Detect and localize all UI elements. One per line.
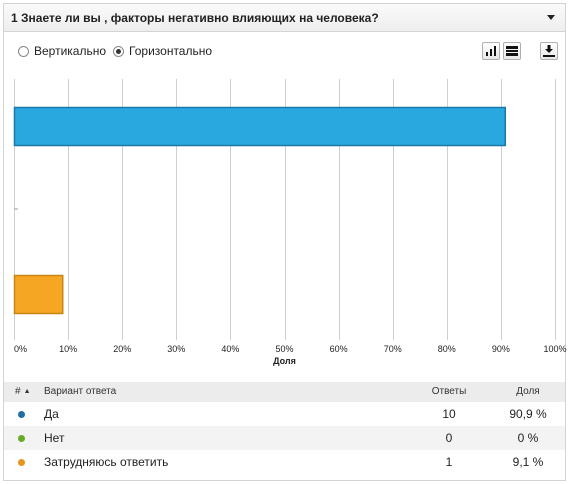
table-icon <box>506 46 518 56</box>
x-tick-label: 30% <box>167 344 185 354</box>
x-tick-label: 40% <box>221 344 239 354</box>
answer-label: Да <box>44 407 59 421</box>
column-header-share[interactable]: Доля <box>516 386 540 397</box>
answer-count: 1 <box>445 455 453 469</box>
series-dot-icon <box>18 435 25 442</box>
x-tick-label: 90% <box>492 344 510 354</box>
x-tick-label: 80% <box>438 344 456 354</box>
collapse-dropdown-icon[interactable] <box>546 12 556 22</box>
table-row: Нет 0 0 % <box>4 426 565 450</box>
table-view-button[interactable] <box>503 42 521 60</box>
results-table: # ▲ Вариант ответа Ответы Доля Да 10 90,9… <box>4 382 565 474</box>
orientation-radio-group: Вертикально Горизонтально <box>18 44 219 58</box>
radio-horizontal-label[interactable]: Горизонтально <box>129 44 213 58</box>
sort-up-icon[interactable]: ▲ <box>23 388 31 395</box>
bar <box>13 274 64 315</box>
answer-count: 0 <box>445 431 453 445</box>
table-row: Да 10 90,9 % <box>4 402 565 426</box>
x-tick-label: 70% <box>384 344 402 354</box>
x-axis-title: Доля <box>273 356 296 366</box>
answer-label: Затрудняюсь ответить <box>44 455 169 469</box>
answer-label: Нет <box>44 431 65 445</box>
bar-chart: 0% 10% 20% 30% 40% 50% 60% 70% 80% 90% 100% Доля <box>13 79 567 366</box>
download-icon <box>543 45 555 57</box>
radio-vertical[interactable] <box>18 45 29 57</box>
question-panel: 1 Знаете ли вы , факторы негативно влияю… <box>3 3 567 481</box>
bar-chart-svg: 0% 10% 20% 30% 40% 50% 60% 70% 80% 90% 100% Доля <box>13 79 567 366</box>
answer-share: 0 % <box>517 431 539 445</box>
radio-horizontal[interactable] <box>113 45 125 57</box>
column-header-count[interactable]: Ответы <box>431 386 467 397</box>
download-button[interactable] <box>540 42 558 60</box>
table-header-row: # ▲ Вариант ответа Ответы Доля <box>4 382 565 402</box>
series-dot-icon <box>18 459 25 466</box>
x-tick-label: 60% <box>330 344 348 354</box>
question-title: 1 Знаете ли вы , факторы негативно влияю… <box>11 11 379 25</box>
series-dot-icon <box>18 411 25 418</box>
answer-count: 10 <box>442 407 456 421</box>
radio-vertical-label[interactable]: Вертикально <box>34 44 107 58</box>
table-row: Затрудняюсь ответить 1 9,1 % <box>4 450 565 474</box>
bar-chart-icon <box>486 46 496 56</box>
x-tick-label: 50% <box>275 344 293 354</box>
column-header-answer[interactable]: Вариант ответа <box>44 386 117 397</box>
x-tick-label: 20% <box>113 344 131 354</box>
x-tick-label: 10% <box>59 344 77 354</box>
column-header-num[interactable]: # ▲ <box>15 382 31 402</box>
bar-chart-button[interactable] <box>482 42 500 60</box>
chart-toolbar: Вертикально Горизонтально <box>4 40 565 64</box>
x-tick-label: 100% <box>543 344 566 354</box>
answer-share: 9,1 % <box>512 455 544 469</box>
answer-share: 90,9 % <box>509 407 547 421</box>
question-header: 1 Знаете ли вы , факторы негативно влияю… <box>4 4 565 32</box>
x-tick-label: 0% <box>14 344 27 354</box>
bar <box>13 106 507 147</box>
